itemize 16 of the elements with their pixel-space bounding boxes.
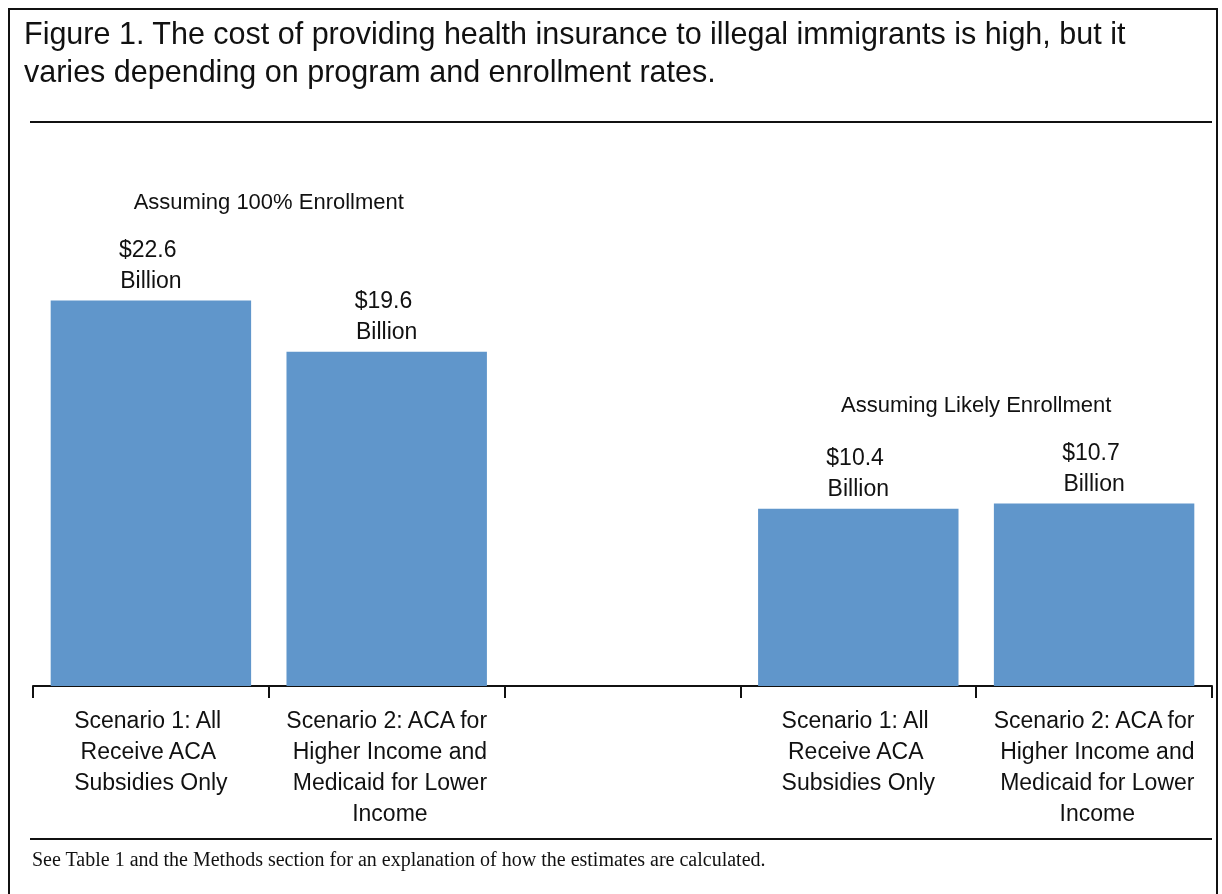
x-tick-label: Scenario 2: ACA for Higher Income and Medicaid for Lower Income xyxy=(993,706,1195,826)
x-tick-label: Scenario 2: ACA for Higher Income and Medicaid for Lower Income xyxy=(286,706,488,826)
annotation: Assuming Likely Enrollment xyxy=(841,392,1112,418)
bar xyxy=(286,351,487,686)
chart-title: Figure 1. The cost of providing health insurance to illegal immigrants is high, but it varies depending on program and enrollment rates. xyxy=(24,15,1127,90)
x-tick-label: Scenario 1: All Receive ACA Subsidies Only xyxy=(781,706,936,795)
text: Assuming 100% Enrollment xyxy=(133,189,404,215)
bar xyxy=(993,503,1195,686)
data-label: $22.6 Billion xyxy=(118,236,183,294)
bar xyxy=(758,508,959,686)
bar xyxy=(50,300,252,686)
data-label: $19.6 Billion xyxy=(354,287,419,345)
text: See Table 1 and the Methods section for an explanation of how the estimates are calculated. xyxy=(32,848,766,871)
x-tick-label: Scenario 1: All Receive ACA Subsidies Only xyxy=(74,706,229,795)
data-label: $10.7 Billion xyxy=(1062,439,1127,497)
data-label: $10.4 Billion xyxy=(826,444,891,502)
